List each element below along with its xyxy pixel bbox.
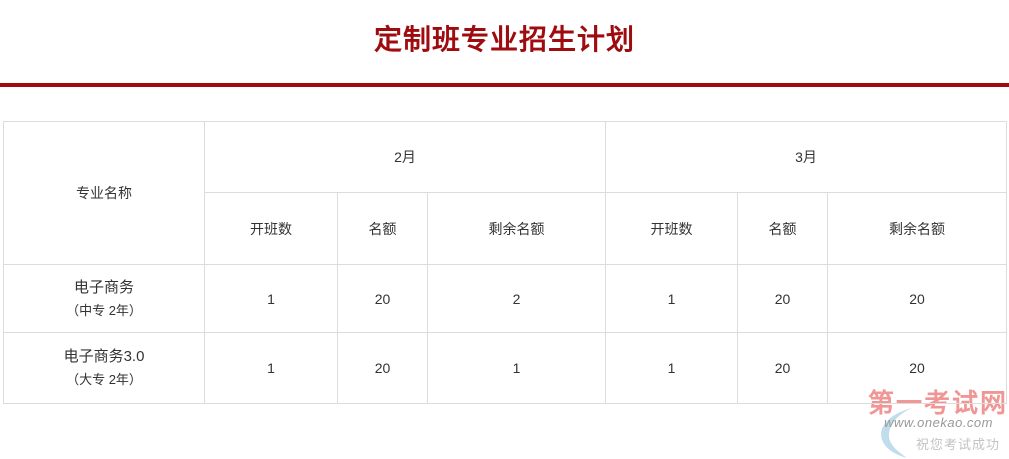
subheader-feb-classes-opened: 开班数 [204, 192, 338, 265]
admission-plan-table: 专业名称 2月 3月 开班数 名额 剩余名额 开班数 名额 剩余名额 电子商务 … [3, 121, 1008, 404]
cell-mar-quota: 20 [737, 332, 829, 404]
column-header-major: 专业名称 [3, 121, 205, 265]
cell-mar-quota: 20 [737, 264, 829, 333]
cell-mar-classes-opened: 1 [605, 332, 739, 404]
cell-mar-remaining-quota: 20 [827, 264, 1008, 333]
subheader-mar-remaining-quota: 剩余名额 [827, 192, 1008, 265]
subheader-mar-quota: 名额 [737, 192, 829, 265]
major-name: 电子商务3.0 [63, 348, 145, 365]
cell-feb-remaining-quota: 1 [426, 332, 607, 404]
table-row-ecommerce: 电子商务 （中专 2年） 1 20 2 1 20 20 [3, 264, 1008, 333]
table-header-row-months: 专业名称 2月 3月 [3, 121, 1008, 265]
title-divider [0, 83, 1009, 87]
cell-mar-remaining-quota: 20 [827, 332, 1008, 404]
page: 第一考试网 www.onekao.com 祝您考试成功 定制班专业招生计划 专业… [0, 24, 1009, 459]
watermark-site-url: www.onekao.com [884, 415, 993, 430]
cell-feb-quota: 20 [337, 332, 428, 404]
watermark-swoosh-icon [881, 408, 912, 458]
page-title: 定制班专业招生计划 [373, 24, 635, 55]
major-detail: （大专 2年） [66, 372, 142, 387]
cell-major-ecommerce: 电子商务 （中专 2年） [3, 264, 205, 333]
cell-feb-classes-opened: 1 [204, 332, 338, 404]
major-detail: （中专 2年） [66, 302, 142, 318]
cell-feb-classes-opened: 1 [204, 264, 338, 333]
cell-feb-quota: 20 [337, 264, 428, 333]
watermark-slogan: 祝您考试成功 [915, 437, 1000, 452]
cell-feb-remaining-quota: 2 [426, 264, 607, 333]
subheader-feb-quota: 名额 [337, 192, 428, 265]
cell-mar-classes-opened: 1 [605, 264, 739, 333]
subheader-feb-remaining-quota: 剩余名额 [426, 192, 607, 265]
subheader-mar-classes-opened: 开班数 [605, 192, 739, 265]
column-group-header-march: 3月 [605, 121, 1008, 193]
column-group-header-february: 2月 [203, 121, 607, 193]
cell-major-ecommerce-3-0: 电子商务3.0 （大专 2年） [3, 332, 205, 404]
major-name: 电子商务 [73, 278, 134, 296]
table-row-ecommerce-3-0: 电子商务3.0 （大专 2年） 1 20 1 1 20 20 [3, 332, 1008, 404]
